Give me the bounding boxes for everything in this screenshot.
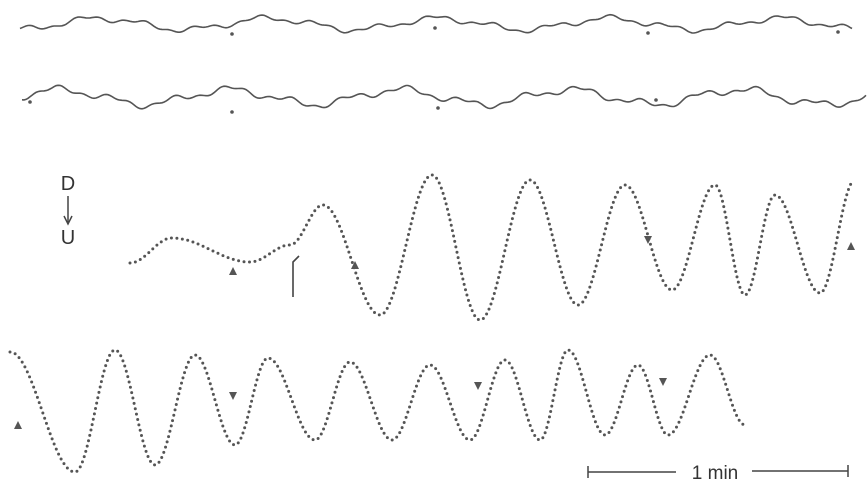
traces bbox=[8, 13, 867, 474]
speck bbox=[230, 110, 234, 114]
arrow-head bbox=[63, 215, 73, 226]
speck bbox=[436, 106, 440, 110]
marker-triangle bbox=[644, 236, 652, 244]
marker-triangle bbox=[229, 392, 237, 400]
speck bbox=[433, 26, 437, 30]
trace-line bbox=[19, 13, 853, 34]
direction-bottom: U bbox=[61, 227, 75, 249]
marker-triangle bbox=[14, 421, 22, 429]
marker-triangle bbox=[847, 242, 855, 250]
scale-bar-label: 1 min bbox=[692, 463, 738, 484]
trace-dots bbox=[8, 348, 746, 474]
event-marker bbox=[292, 255, 300, 297]
marker-triangle bbox=[659, 378, 667, 386]
trace-dots bbox=[128, 173, 856, 322]
marker-triangle bbox=[474, 382, 482, 390]
marker-triangle bbox=[351, 261, 359, 269]
speck bbox=[654, 98, 658, 102]
speck bbox=[28, 100, 32, 104]
speck bbox=[836, 30, 840, 34]
direction-top: D bbox=[61, 173, 75, 195]
marker-triangle bbox=[229, 267, 237, 275]
speck bbox=[646, 31, 650, 35]
speck bbox=[230, 32, 234, 36]
trace-line bbox=[21, 84, 867, 110]
